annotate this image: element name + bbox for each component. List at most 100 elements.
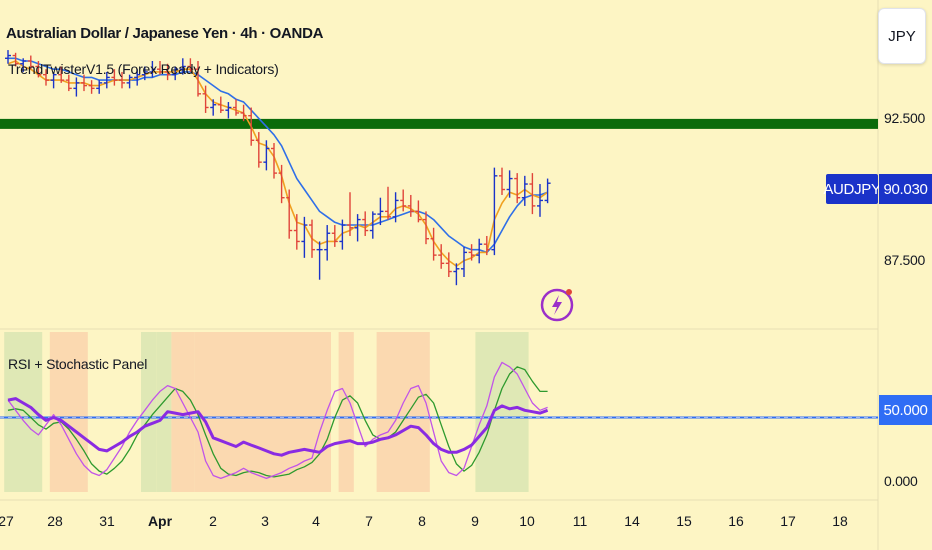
x-tick-label: 10 <box>519 513 535 529</box>
candle <box>27 55 34 70</box>
candle <box>430 227 437 261</box>
candle <box>529 173 536 215</box>
x-tick-label: Apr <box>147 513 173 529</box>
candle <box>202 85 209 113</box>
candle <box>392 192 399 223</box>
candle <box>96 80 103 94</box>
candle <box>271 143 277 179</box>
resistance-line <box>0 118 878 129</box>
candle <box>331 225 338 247</box>
candle <box>339 219 346 250</box>
currency-button[interactable]: JPY <box>878 8 926 64</box>
x-tick-label: 3 <box>261 513 269 529</box>
y-tick-0: 0.000 <box>884 473 918 489</box>
indicator-label[interactable]: TrendTwisterV1.5 (Forex Ready + Indicato… <box>8 61 279 77</box>
x-tick-label: 16 <box>728 513 744 529</box>
candle <box>164 63 171 81</box>
candle <box>354 214 361 242</box>
candle <box>491 167 498 256</box>
x-tick-label: 15 <box>676 513 692 529</box>
candle <box>423 211 429 245</box>
candle <box>210 99 217 116</box>
candle <box>506 170 513 198</box>
candle <box>73 77 80 97</box>
candle <box>537 184 543 217</box>
oscillator-lines <box>0 361 878 480</box>
candle <box>544 178 551 204</box>
candle <box>445 252 452 277</box>
candle <box>453 263 460 286</box>
rsi-line <box>7 397 549 457</box>
candle <box>369 211 376 239</box>
candle <box>134 69 141 86</box>
chart-title: Australian Dollar / Japanese Yen · 4h · … <box>6 25 324 42</box>
candle <box>217 96 224 113</box>
candle <box>141 66 148 81</box>
stoch-zone-bear <box>338 332 354 492</box>
x-tick-label: 27 <box>0 513 14 529</box>
candle <box>461 246 467 277</box>
candle <box>119 71 125 89</box>
candle <box>195 61 201 97</box>
slow-ma-line <box>8 57 548 254</box>
candle <box>309 219 315 258</box>
candle <box>514 173 521 204</box>
candle <box>400 189 407 212</box>
stoch-zone-bear <box>376 332 430 492</box>
x-tick-label: 7 <box>365 513 373 529</box>
candle <box>499 167 505 195</box>
stoch-zone-bear <box>171 332 195 492</box>
candle <box>157 61 163 75</box>
x-tick-label: 14 <box>624 513 640 529</box>
candle <box>301 216 308 258</box>
candle <box>316 241 323 280</box>
stoch-d-line <box>7 366 548 478</box>
symbol-badge: AUDJPY <box>823 174 881 204</box>
stoch-zone-bull <box>475 332 529 492</box>
candle <box>65 74 72 92</box>
candle <box>324 225 331 261</box>
x-tick-label: 18 <box>832 513 848 529</box>
candle <box>438 244 445 269</box>
candle <box>377 197 384 226</box>
x-tick-label: 31 <box>99 513 115 529</box>
rsi-level-badge: 50.000 <box>879 395 932 425</box>
candle <box>111 69 118 86</box>
stoch-zone-bear <box>194 332 331 492</box>
stoch-k-line <box>7 361 548 480</box>
candle <box>248 107 255 146</box>
candle <box>12 52 19 67</box>
candle <box>468 244 475 261</box>
candle <box>233 99 239 116</box>
candle <box>521 175 528 206</box>
candle <box>263 140 270 171</box>
candle <box>172 66 179 81</box>
candle <box>179 58 186 75</box>
candle <box>385 186 391 220</box>
candle <box>347 192 353 236</box>
candle <box>88 80 95 94</box>
candle <box>35 61 42 78</box>
candle <box>415 200 422 223</box>
y-tick-92500: 92.500 <box>884 110 926 126</box>
candle <box>43 69 49 86</box>
x-tick-label: 9 <box>471 513 479 529</box>
lightning-bolt-icon[interactable] <box>539 283 579 323</box>
rsi-panel-label[interactable]: RSI + Stochastic Panel <box>8 356 148 372</box>
candle <box>362 211 369 236</box>
candle <box>476 238 483 264</box>
candle <box>20 58 27 72</box>
fast-ma-line <box>7 60 549 267</box>
candle <box>293 214 300 250</box>
x-tick-label: 11 <box>572 513 588 529</box>
candle <box>407 194 414 217</box>
moving-averages <box>7 57 549 267</box>
candle <box>5 50 11 64</box>
candle <box>126 74 133 89</box>
candle <box>286 189 293 239</box>
candle <box>255 132 262 168</box>
candle <box>278 164 285 204</box>
candle <box>225 102 232 119</box>
x-tick-label: 2 <box>209 513 217 529</box>
